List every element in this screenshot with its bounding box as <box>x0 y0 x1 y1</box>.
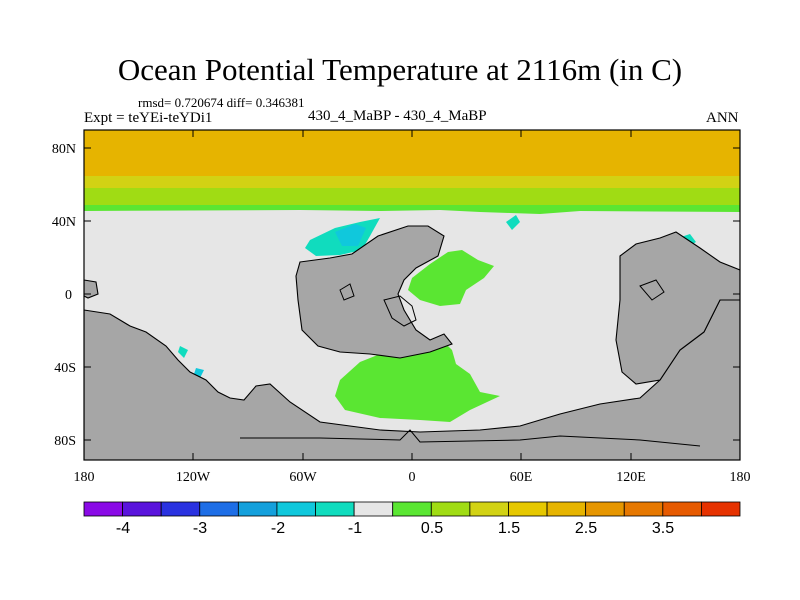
lat-tick-label: 40S <box>54 361 76 376</box>
colorbar-label: -3 <box>193 520 207 537</box>
map-area <box>84 130 740 460</box>
colorbar-label: -1 <box>348 520 362 537</box>
lon-tick-label: 120W <box>176 470 211 485</box>
warm-patch-central <box>408 250 494 306</box>
colorbar-swatch <box>623 501 664 517</box>
colorbar-swatch <box>276 501 316 517</box>
lon-tick-label: 120E <box>616 470 646 485</box>
colorbar-swatch <box>662 501 702 517</box>
colorbar-swatch <box>353 501 394 517</box>
colorbar-label: -2 <box>271 520 285 537</box>
season-label: ANN <box>706 110 739 126</box>
cold-core-north <box>335 224 366 246</box>
colorbar-swatch <box>585 501 625 517</box>
lon-tick-label: 180 <box>74 470 95 485</box>
colorbar-swatch <box>237 501 278 517</box>
colorbar-swatch <box>546 501 587 517</box>
band-2-0 <box>84 176 740 190</box>
colorbar-label: -4 <box>116 520 130 537</box>
map-title: Ocean Potential Temperature at 2116m (in… <box>117 52 683 87</box>
colorbar-label: 2.5 <box>575 520 597 537</box>
colorbar-swatch <box>430 501 471 517</box>
colorbar-swatch <box>122 501 162 517</box>
lon-tick-label: 180 <box>730 470 751 485</box>
lon-tick-label: 60W <box>289 470 317 485</box>
lat-tick-labels: 80N 40N 0 40S 80S <box>52 142 76 449</box>
colorbar-swatch <box>315 501 355 517</box>
colorbar-swatch <box>701 501 741 517</box>
cold-spot-east <box>506 215 520 230</box>
warm-patch-south <box>335 338 500 422</box>
colorbar-label: 3.5 <box>652 520 674 537</box>
case-label: 430_4_MaBP - 430_4_MaBP <box>308 108 487 124</box>
lat-tick-label: 80N <box>52 142 76 157</box>
tick-marks <box>83 130 741 460</box>
band-2-5 <box>84 130 740 182</box>
colorbar-swatch <box>83 501 123 517</box>
experiment-label: Expt = teYEi-teYDi1 <box>84 110 213 126</box>
colorbar-labels: -4 -3 -2 -1 0.5 1.5 2.5 3.5 <box>116 520 674 537</box>
lat-tick-label: 80S <box>54 434 76 449</box>
colorbar-label: 0.5 <box>421 520 443 537</box>
colorbar-swatch <box>199 501 239 517</box>
colorbar-label: 1.5 <box>498 520 520 537</box>
band-1-0 <box>84 205 740 214</box>
colorbar <box>83 501 741 517</box>
cold-spot-west-1 <box>178 346 188 358</box>
colorbar-swatch <box>469 501 509 517</box>
coastlines <box>240 279 701 447</box>
colorbar-swatch <box>508 501 548 517</box>
lon-tick-labels: 180 120W 60W 0 60E 120E 180 <box>74 470 751 485</box>
lat-tick-label: 0 <box>65 288 72 303</box>
lat-tick-label: 40N <box>52 215 76 230</box>
lon-tick-label: 0 <box>409 470 416 485</box>
land-masses <box>84 225 740 460</box>
colorbar-swatch <box>160 501 201 517</box>
lon-tick-label: 60E <box>510 470 533 485</box>
colorbar-swatch <box>392 501 432 517</box>
rmsd-stats: rmsd= 0.720674 diff= 0.346381 <box>138 95 305 110</box>
